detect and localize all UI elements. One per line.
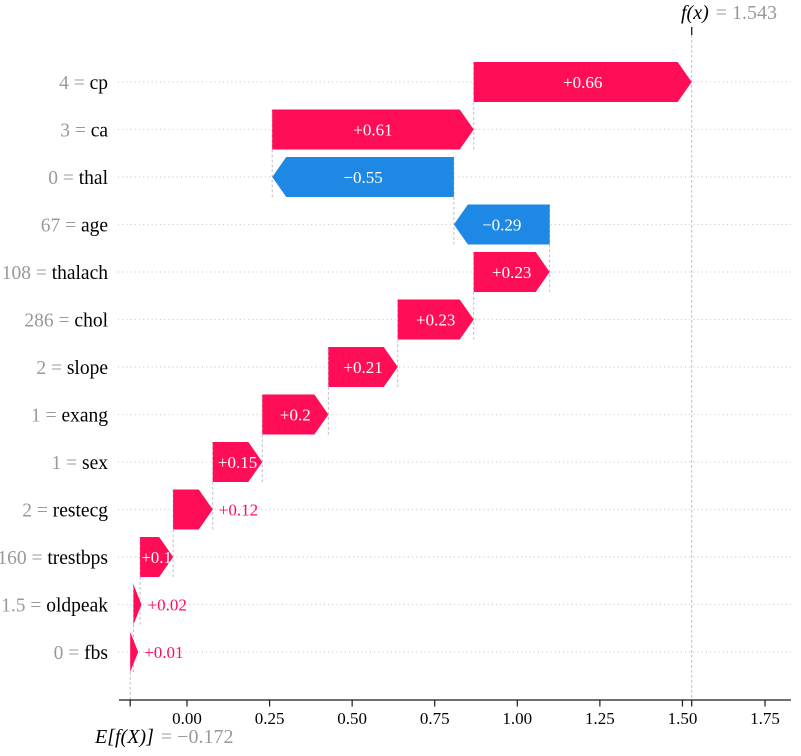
bar-value-cp: +0.66 [563, 73, 602, 92]
bar-slope [328, 347, 398, 387]
feature-label-exang: 1 = exang [31, 406, 108, 427]
x-tick-label: 0.75 [420, 709, 450, 728]
bar-thal [272, 157, 454, 197]
bar-value-slope: +0.21 [343, 358, 382, 377]
bar-value-restecg: +0.12 [219, 501, 258, 520]
feature-label-thalach: 108 = thalach [2, 263, 109, 284]
feature-label-oldpeak: 1.5 = oldpeak [1, 596, 108, 617]
x-tick-label: 1.50 [668, 709, 698, 728]
bar-chol [397, 299, 474, 340]
feature-label-cp: 4 = cp [59, 73, 108, 94]
fx-annotation: f(x) = 1.543 [681, 2, 777, 25]
bar-value-chol: +0.23 [416, 311, 455, 330]
bar-trestbps [140, 537, 174, 577]
bar-restecg [173, 489, 213, 530]
bar-value-oldpeak: +0.02 [147, 596, 186, 615]
x-tick-label: 0.25 [255, 709, 285, 728]
bar-value-age: −0.29 [482, 216, 521, 235]
bar-value-sex: +0.15 [218, 453, 257, 472]
feature-label-fbs: 0 = fbs [54, 643, 108, 664]
bar-ca [272, 109, 474, 150]
feature-label-chol: 286 = chol [24, 311, 108, 332]
bar-value-thalach: +0.23 [492, 263, 531, 282]
bar-value-trestbps: +0.1 [141, 548, 172, 567]
feature-label-thal: 0 = thal [48, 168, 108, 189]
bar-value-fbs: +0.01 [144, 643, 183, 662]
feature-label-restecg: 2 = restecg [22, 501, 108, 522]
bar-value-exang: +0.2 [280, 406, 311, 425]
fx-value: = 1.543 [715, 2, 778, 24]
bar-value-thal: −0.55 [343, 168, 382, 187]
bar-exang [262, 394, 329, 435]
bar-cp [473, 62, 692, 102]
bar-value-ca: +0.61 [353, 121, 392, 140]
feature-label-slope: 2 = slope [36, 358, 108, 379]
x-tick-label: 0.00 [172, 709, 202, 728]
x-tick-label: 1.75 [750, 709, 780, 728]
ef-value: = −0.172 [160, 726, 234, 748]
feature-label-sex: 1 = sex [52, 453, 109, 474]
ef-label: E[f(X)] [95, 726, 154, 748]
bar-age [453, 204, 550, 245]
bar-thalach [473, 252, 550, 292]
feature-label-trestbps: 160 = trestbps [0, 548, 108, 569]
bar-sex [212, 442, 263, 482]
feature-label-age: 67 = age [41, 216, 108, 237]
bar-oldpeak [133, 584, 142, 625]
feature-label-ca: 3 = ca [60, 121, 108, 142]
bar-fbs [130, 632, 139, 672]
ef-annotation: E[f(X)] = −0.172 [95, 726, 233, 749]
fx-label: f(x) [681, 2, 709, 24]
x-tick-label: 0.50 [337, 709, 367, 728]
x-tick-label: 1.25 [585, 709, 615, 728]
x-tick-label: 1.00 [502, 709, 532, 728]
